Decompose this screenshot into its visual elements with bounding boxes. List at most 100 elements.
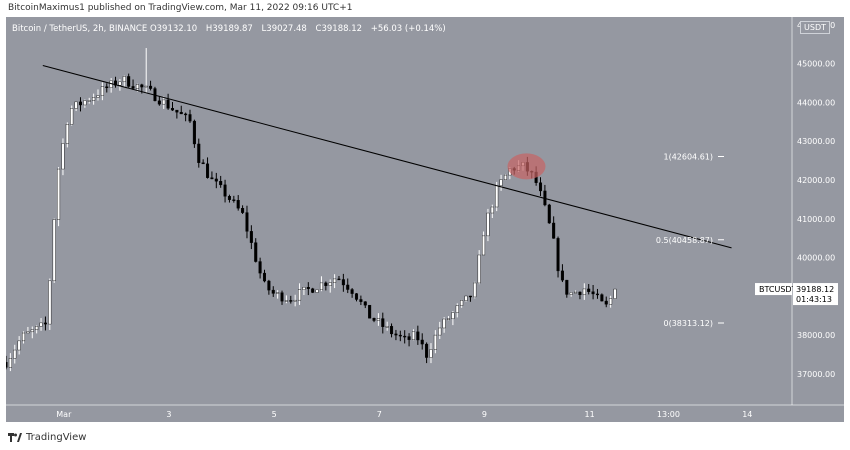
candle-body: [162, 99, 166, 105]
candle-body: [206, 163, 210, 178]
candle-body: [381, 318, 385, 327]
candle-body: [565, 279, 569, 295]
candle-body: [192, 120, 196, 145]
candle-body: [486, 212, 490, 237]
candle-body: [482, 235, 486, 256]
y-tick-label: 41000.00: [797, 215, 835, 224]
candle-body: [267, 280, 271, 291]
candle-body: [420, 339, 424, 345]
candle-body: [236, 199, 240, 209]
candle-body: [451, 312, 455, 320]
candle-body: [166, 99, 170, 109]
candle-body: [604, 300, 608, 305]
candle-body: [582, 288, 586, 296]
candle-body: [337, 278, 341, 281]
candle-body: [214, 178, 218, 182]
candle-body: [411, 331, 415, 340]
open-value: O39132.10: [149, 24, 198, 34]
y-tick-label: 37000.00: [797, 370, 835, 379]
candle-body: [43, 322, 47, 325]
candle-body: [135, 84, 139, 89]
change-value: +56.03 (+0.14%): [370, 24, 446, 34]
candle-body: [499, 179, 503, 186]
candle-body: [262, 272, 267, 282]
candle-body: [464, 295, 468, 301]
candle-body: [394, 333, 398, 336]
candle-body: [254, 242, 258, 262]
candle-body: [293, 299, 297, 302]
candle-body: [48, 280, 52, 325]
candle-body: [354, 293, 359, 300]
candle-body: [149, 85, 153, 89]
candle-body: [455, 305, 459, 313]
candle-body: [302, 287, 306, 290]
candle-body: [368, 304, 372, 319]
candle-body: [385, 326, 389, 328]
trendline: [42, 65, 732, 249]
candle-body: [197, 143, 201, 163]
candle-body: [105, 86, 109, 88]
candle-body: [87, 100, 91, 102]
chart-area[interactable]: 1(42604.61) 0.5(40458.87) 0(38313.12) 3700…: [6, 17, 844, 422]
fib-levels: 1(42604.61) 0.5(40458.87) 0(38313.12): [656, 153, 724, 328]
candle-body: [306, 287, 310, 289]
x-tick-label: 9: [482, 410, 487, 419]
candle-body: [188, 114, 192, 122]
candle-body: [560, 270, 564, 281]
y-tick-label: 45000.00: [797, 60, 835, 69]
candle-body: [372, 318, 376, 321]
candle-body: [438, 327, 442, 336]
candle-body: [473, 282, 477, 298]
candle-body: [258, 261, 262, 274]
candle-body: [157, 100, 161, 105]
candle-body: [22, 332, 26, 342]
last-price-box: [793, 283, 838, 306]
candle-body: [425, 343, 429, 358]
candle-body: [390, 326, 394, 335]
axes: 37000.0038000.0039000.0040000.0041000.00…: [6, 17, 844, 419]
candle-body: [574, 291, 578, 294]
publish-info: BitcoinMaximus1 published on TradingView…: [8, 3, 353, 13]
candle-body: [201, 162, 205, 165]
candle-body: [249, 231, 253, 243]
candle-body: [446, 318, 451, 321]
candle-body: [609, 298, 613, 305]
candle-body: [241, 208, 245, 213]
candle-body: [376, 318, 380, 321]
candle-body: [341, 279, 345, 286]
fib-level-label: 1(42604.61): [663, 153, 713, 162]
candle-body: [289, 300, 293, 302]
fib-level-label: 0.5(40458.87): [656, 236, 713, 245]
candle-body: [556, 238, 560, 272]
countdown-value: 01:43:13: [796, 295, 832, 304]
candle-body: [57, 168, 61, 220]
currency-button[interactable]: USDT: [800, 21, 830, 34]
candle-body: [127, 76, 131, 87]
y-tick-label: 43000.00: [797, 137, 835, 146]
y-tick-label: 42000.00: [797, 176, 835, 185]
descending-trendline: [42, 65, 732, 249]
symbol-label[interactable]: Bitcoin / TetherUS, 2h, BINANCE: [12, 24, 148, 34]
candle-body: [503, 174, 507, 180]
candle-body: [74, 101, 78, 109]
candle-body: [328, 282, 332, 286]
x-tick-label: 13:00: [657, 410, 680, 419]
candle-body: [591, 291, 595, 295]
candle-body: [175, 109, 179, 113]
candle-body: [600, 294, 604, 302]
candle-body: [140, 84, 144, 88]
candle-body: [271, 289, 275, 294]
x-tick-label: 3: [166, 410, 171, 419]
candle-body: [92, 97, 96, 101]
candle-body: [61, 143, 65, 170]
candle-body: [8, 358, 12, 368]
candle-body: [13, 349, 17, 359]
price-chart[interactable]: 1(42604.61) 0.5(40458.87) 0(38313.12) 3700…: [6, 17, 844, 422]
candle-body: [96, 95, 100, 98]
tradingview-logo[interactable]: TradingView: [8, 432, 86, 443]
x-tick-label: 11: [584, 410, 594, 419]
candle-body: [280, 292, 284, 302]
candle-body: [65, 124, 69, 144]
candle-body: [78, 101, 82, 106]
candle-body: [6, 362, 8, 368]
